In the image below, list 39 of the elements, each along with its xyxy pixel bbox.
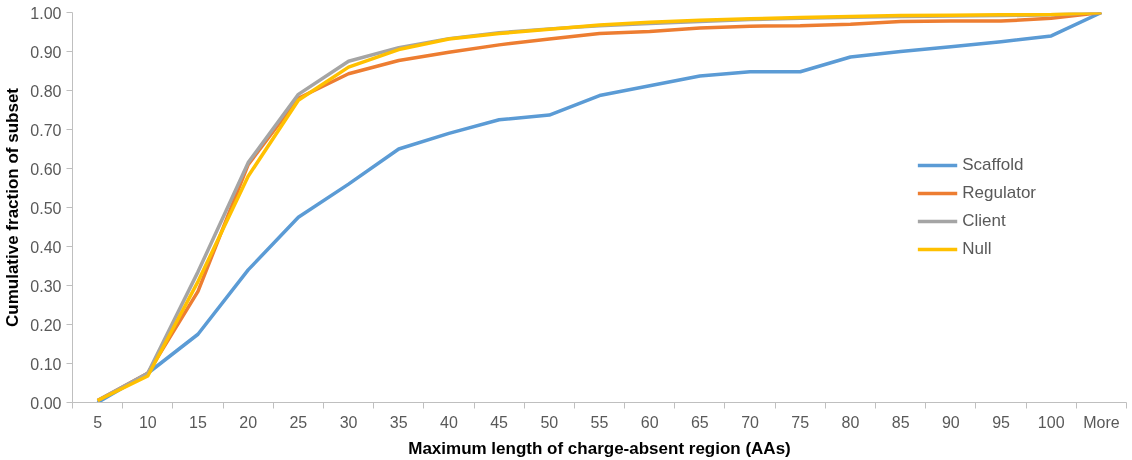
y-tick-label: 0.40 — [30, 238, 62, 256]
y-axis-title: Cumulative fraction of subset — [3, 87, 23, 327]
x-axis-title: Maximum length of charge-absent region (AAs) — [408, 438, 791, 458]
x-tick-label: 20 — [239, 413, 258, 431]
y-tick-label: 0.20 — [30, 316, 62, 334]
legend-label: Null — [962, 239, 992, 259]
y-tick-label: 0.90 — [30, 43, 62, 61]
x-tick-label: 30 — [339, 413, 358, 431]
x-tick-label: 80 — [841, 413, 860, 431]
x-tick-label: 90 — [941, 413, 960, 431]
x-tick-label: 55 — [590, 413, 609, 431]
x-tick-label: 75 — [791, 413, 810, 431]
legend-label: Client — [962, 211, 1006, 231]
x-tick-label: 60 — [640, 413, 659, 431]
x-tick-label: 5 — [93, 413, 103, 431]
x-tick-label: 10 — [138, 413, 157, 431]
y-tick-label: 0.30 — [30, 277, 62, 295]
x-tick-label: 70 — [741, 413, 760, 431]
x-tick-label: 40 — [440, 413, 458, 431]
y-tick-label: 0.00 — [30, 394, 62, 412]
x-tick-label: 100 — [1037, 413, 1065, 431]
legend-label: Scaffold — [962, 155, 1024, 175]
y-tick-label: 0.60 — [30, 160, 62, 178]
x-tick-label: 35 — [389, 413, 408, 431]
y-tick-label: 0.50 — [30, 199, 62, 217]
line-series — [95, 12, 1104, 403]
x-tick-label: 95 — [992, 413, 1011, 431]
x-tick-label: More — [1083, 413, 1120, 431]
x-tick-label: 50 — [540, 413, 559, 431]
y-tick-label: 1.00 — [30, 4, 62, 22]
x-tick-label: 25 — [289, 413, 308, 431]
x-tick-label: 15 — [189, 413, 207, 431]
y-tick-label: 0.10 — [30, 355, 62, 373]
legend-label: Regulator — [962, 183, 1036, 203]
x-tick-label: 65 — [690, 413, 709, 431]
y-tick-label: 0.70 — [30, 121, 62, 139]
x-tick-label: 45 — [490, 413, 509, 431]
y-tick-label: 0.80 — [30, 82, 62, 100]
x-tick-label: 85 — [891, 413, 910, 431]
